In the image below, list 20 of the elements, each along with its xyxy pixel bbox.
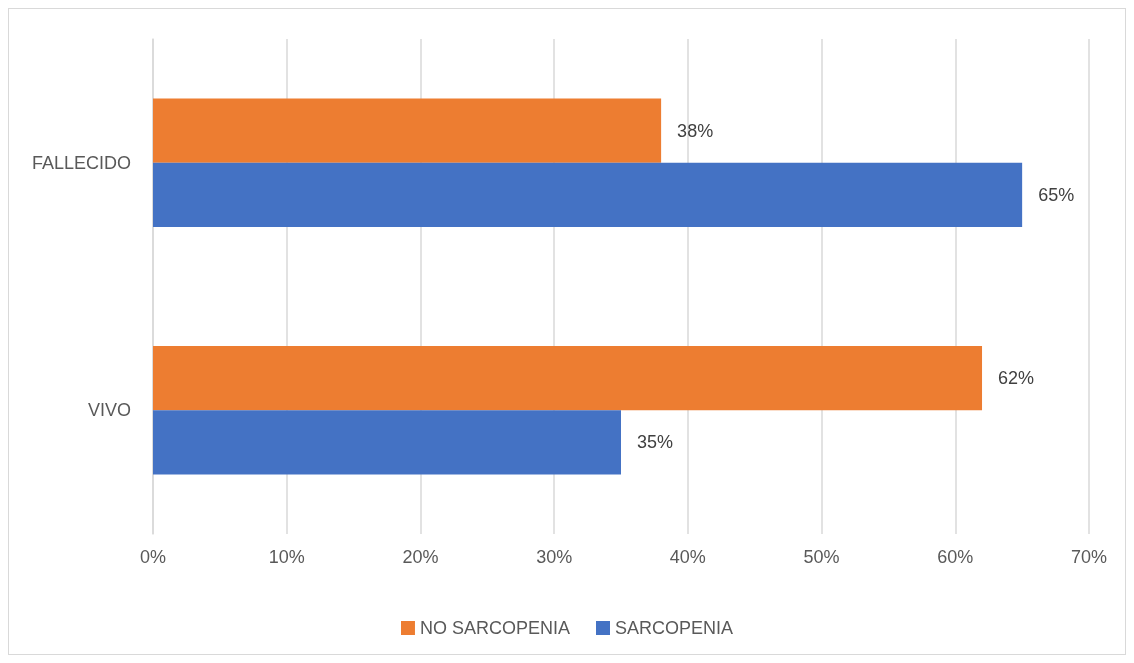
- y-tick-label: VIVO: [87, 400, 131, 421]
- legend-label: NO SARCOPENIA: [419, 618, 570, 638]
- x-tick-label: 70%: [1070, 547, 1108, 567]
- x-tick-label: 60%: [937, 547, 974, 567]
- y-tick-label: FALLECIDO: [31, 152, 131, 173]
- x-tick-label: 50%: [803, 547, 840, 567]
- x-tick-label: 0%: [139, 547, 167, 567]
- bar: [153, 410, 621, 475]
- data-label: 35%: [637, 432, 674, 453]
- data-label: 38%: [677, 120, 714, 141]
- data-label: 65%: [1038, 184, 1075, 205]
- legend-label: SARCOPENIA: [615, 618, 734, 638]
- bar: [153, 98, 662, 163]
- bar: [153, 162, 1023, 228]
- bar: [153, 345, 983, 411]
- x-tick-label: 10%: [268, 547, 305, 567]
- x-tick-label: 40%: [669, 547, 706, 567]
- data-label: 62%: [998, 368, 1035, 389]
- x-tick-label: 30%: [536, 547, 573, 567]
- x-tick-label: 20%: [402, 547, 439, 567]
